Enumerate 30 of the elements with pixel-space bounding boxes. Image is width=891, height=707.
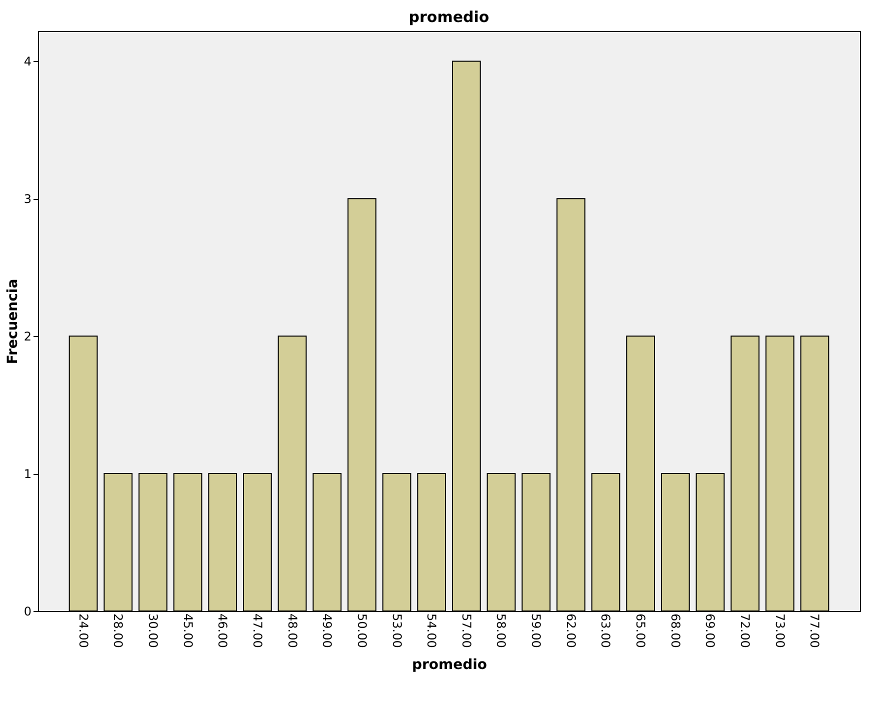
x-tick-label: 62.00 xyxy=(564,614,578,648)
y-tick-label: 2 xyxy=(24,330,32,344)
y-tick-label: 1 xyxy=(24,467,32,482)
chart-title: promedio xyxy=(408,8,490,26)
x-tick-label: 72.00 xyxy=(738,614,752,648)
y-tick-label: 4 xyxy=(24,54,32,69)
x-tick-label: 77.00 xyxy=(808,614,822,648)
x-tick-label: 59.00 xyxy=(529,614,544,648)
x-tick-label: 73.00 xyxy=(772,614,787,648)
x-tick-label: 45.00 xyxy=(180,614,195,648)
x-tick-label: 58.00 xyxy=(494,614,508,648)
x-tick-label: 63.00 xyxy=(598,614,613,648)
x-tick-label: 57.00 xyxy=(459,614,474,648)
x-tick-label: 47.00 xyxy=(250,614,264,648)
x-tick-label: 28.00 xyxy=(111,614,126,648)
x-tick-label: 30.00 xyxy=(146,614,160,648)
x-tick-label: 46.00 xyxy=(216,614,230,648)
x-tick-label: 24.00 xyxy=(76,614,90,648)
x-tick-label: 50.00 xyxy=(354,614,369,648)
x-axis-title: promedio xyxy=(412,656,488,673)
x-tick-label: 65.00 xyxy=(634,614,648,648)
x-tick-label: 49.00 xyxy=(320,614,334,648)
y-tick-label: 0 xyxy=(24,604,32,618)
x-tick-label: 69.00 xyxy=(703,614,718,648)
y-axis-title: Frecuencia xyxy=(4,278,21,364)
y-tick-label: 3 xyxy=(24,192,32,206)
x-tick-label: 48.00 xyxy=(285,614,300,648)
x-tick-label: 54.00 xyxy=(424,614,439,648)
x-tick-label: 68.00 xyxy=(668,614,682,648)
x-tick-label: 53.00 xyxy=(390,614,404,648)
